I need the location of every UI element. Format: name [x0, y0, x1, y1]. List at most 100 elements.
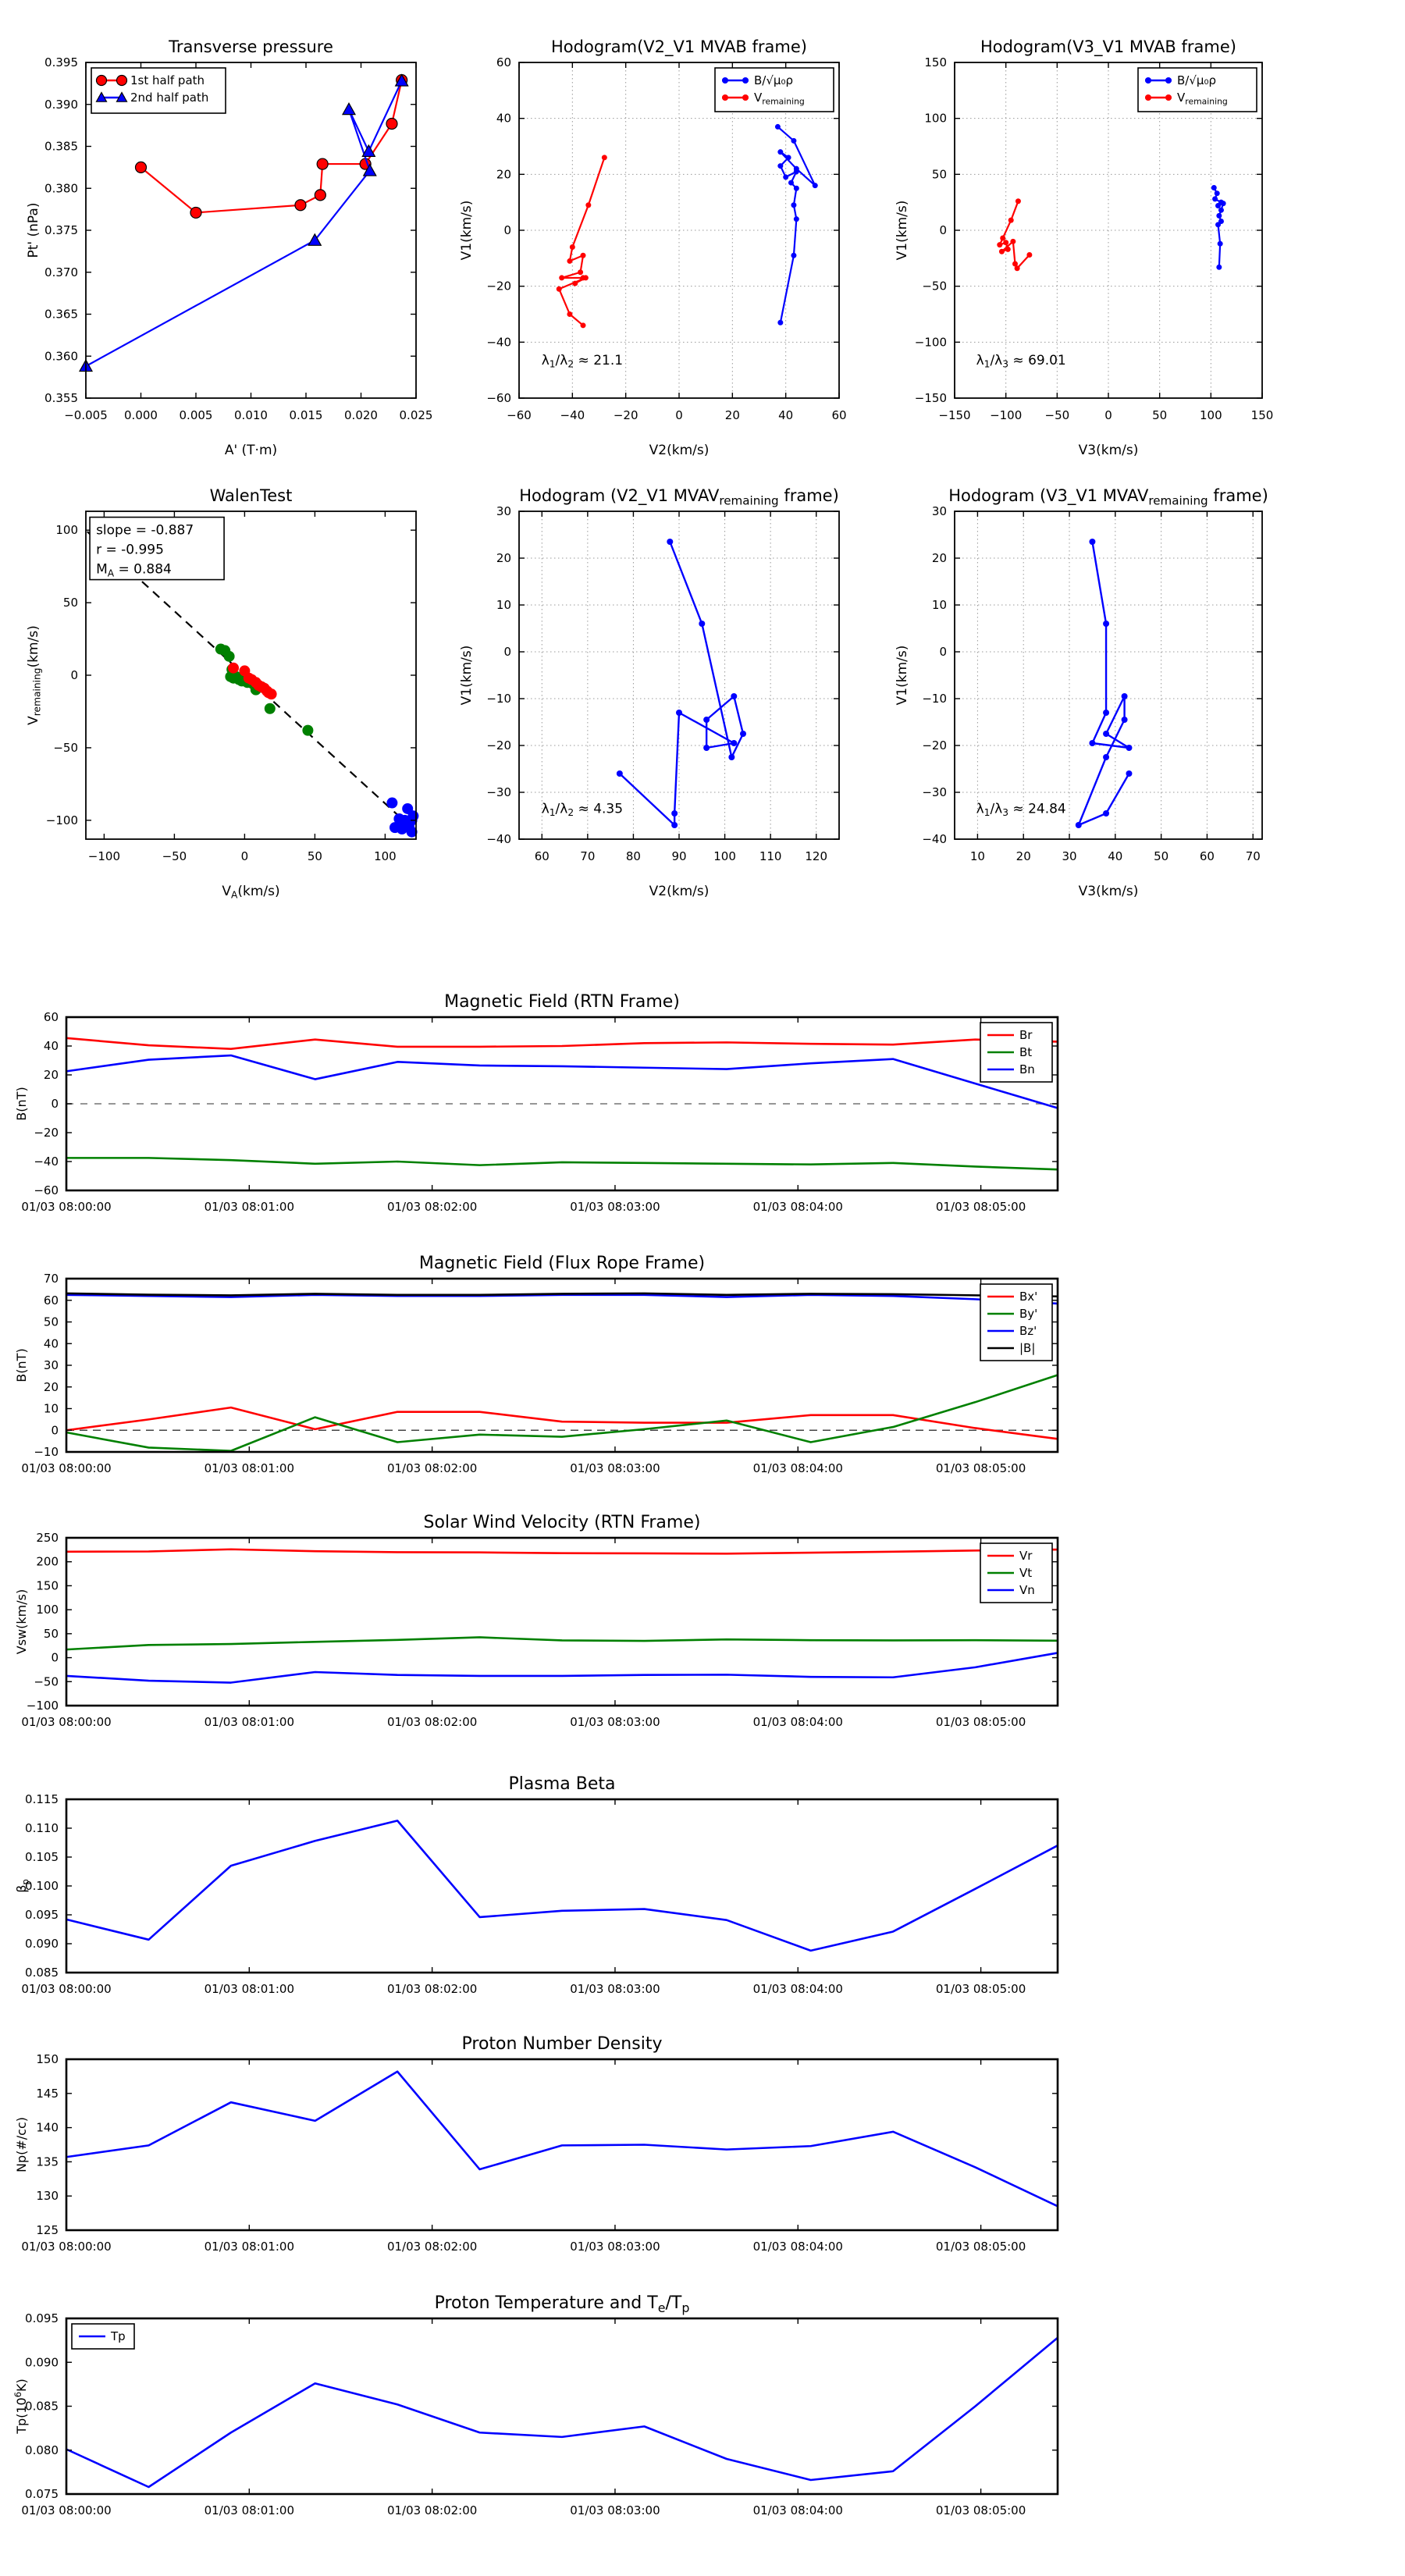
panel-magnetic-field-flux-rope: 01/03 08:00:00 01/03 08:01:00 01/03 08:02:…: [14, 1254, 1059, 1475]
panel-plasma-beta: 01/03 08:00:00 01/03 08:01:00 01/03 08:02:…: [14, 1774, 1059, 1996]
y-tick-label: 0: [503, 645, 511, 659]
x-tick-label: −100: [990, 408, 1022, 422]
x-axis-label: A' (T·m): [225, 443, 277, 458]
x-tick-label: 0.000: [124, 408, 158, 422]
legend: Tp: [71, 2323, 135, 2350]
axis-tick-labels: 01/03 08:00:00 01/03 08:01:00 01/03 08:02:…: [21, 2311, 1026, 2517]
y-tick-label: 0: [939, 223, 947, 237]
x-axis-label: V3(km/s): [1079, 884, 1139, 899]
axes-frame: [65, 1536, 1059, 1707]
legend-label: Bn: [1019, 1062, 1035, 1076]
legend-label: B/√μ₀ρ: [754, 73, 793, 87]
y-tick-label: −60: [34, 1183, 59, 1197]
x-tick-label: −60: [507, 408, 532, 422]
y-axis-label: B(nT): [14, 1348, 29, 1382]
legend-label: Vremaining: [754, 91, 805, 106]
y-tick-label: 50: [44, 1627, 59, 1641]
axes-frame: [65, 2058, 1059, 2232]
y-tick-label: 0.395: [44, 55, 78, 69]
y-tick-label: 100: [55, 523, 78, 537]
y-tick-label: 0: [503, 223, 511, 237]
x-tick-label: 01/03 08:04:00: [753, 1715, 843, 1729]
y-tick-label: 0: [939, 645, 947, 659]
panel-proton-number-density: 01/03 08:00:00 01/03 08:01:00 01/03 08:02:…: [14, 2034, 1059, 2254]
y-tick-label: −100: [915, 335, 947, 349]
y-tick-label: 0.385: [44, 140, 78, 154]
x-tick-label: 01/03 08:03:00: [570, 2240, 660, 2254]
axis-tick-labels: 01/03 08:00:00 01/03 08:01:00 01/03 08:02:…: [21, 1792, 1026, 1996]
x-tick-label: −20: [614, 408, 638, 422]
annotation: λ1/λ3 ≈ 24.84: [976, 801, 1066, 818]
axis-ticks: [85, 62, 417, 399]
x-tick-label: 01/03 08:05:00: [936, 2503, 1026, 2517]
x-tick-label: 01/03 08:02:00: [387, 1200, 477, 1214]
y-tick-label: 130: [36, 2189, 59, 2203]
x-tick-label: 01/03 08:05:00: [936, 1715, 1026, 1729]
chart-title: Magnetic Field (Flux Rope Frame): [419, 1254, 705, 1273]
y-tick-label: 0: [51, 1097, 59, 1111]
y-tick-label: −20: [486, 738, 511, 753]
legend: Bx' By' Bz' |B|: [980, 1283, 1053, 1361]
x-tick-label: 01/03 08:03:00: [570, 1461, 660, 1475]
x-tick-label: 50: [1152, 408, 1167, 422]
x-tick-label: 01/03 08:01:00: [205, 2503, 294, 2517]
x-tick-label: 01/03 08:03:00: [570, 2503, 660, 2517]
y-tick-label: 150: [36, 1578, 59, 1592]
axis-ticks: [66, 2318, 1058, 2495]
x-tick-label: 30: [1062, 849, 1076, 863]
chart-title: WalenTest: [210, 486, 293, 505]
y-tick-label: 0.390: [44, 98, 78, 112]
annotation-text: λ1/λ2 ≈ 4.35: [542, 801, 623, 818]
chart-title: Hodogram (V2_V1 MVAVremaining frame): [519, 486, 839, 508]
x-tick-label: 01/03 08:01:00: [205, 2240, 294, 2254]
y-tick-label: −100: [46, 813, 78, 827]
x-tick-label: 01/03 08:05:00: [936, 1200, 1026, 1214]
axis-ticks: [519, 511, 839, 840]
x-tick-label: 01/03 08:00:00: [21, 1982, 111, 1996]
y-tick-label: 50: [44, 1315, 59, 1329]
annotation-line: r = -0.995: [96, 543, 164, 558]
x-tick-label: 01/03 08:04:00: [753, 1982, 843, 1996]
series-walen-red: [228, 662, 277, 700]
y-axis-label: Vremaining(km/s): [26, 625, 43, 725]
annotation: slope = -0.887 r = -0.995 MA = 0.884: [89, 516, 225, 581]
y-tick-label: 10: [496, 598, 511, 612]
axis-ticks: [66, 2058, 1058, 2231]
annotation-text: λ1/λ3 ≈ 24.84: [976, 801, 1066, 818]
axis-tick-labels: −60 −40 −20 0 20 40 60 −60 −40 −20 0 20 40 60: [486, 55, 846, 422]
y-tick-label: −50: [922, 279, 947, 294]
series-V-remaining: [997, 198, 1033, 272]
series-Vr: [66, 1548, 1058, 1555]
series-Bn: [66, 1054, 1058, 1109]
x-tick-label: 0.015: [290, 408, 323, 422]
y-tick-label: −10: [34, 1445, 59, 1459]
legend-label: Vt: [1019, 1566, 1032, 1580]
x-tick-label: 01/03 08:02:00: [387, 2240, 477, 2254]
y-tick-label: 0.095: [25, 2311, 59, 2325]
axis-tick-labels: 10 20 30 40 50 60 70 −40 −30 −20 −10 0 10 20 30: [922, 504, 1260, 863]
x-tick-label: −50: [1045, 408, 1070, 422]
y-tick-label: 0.355: [44, 391, 78, 405]
x-tick-label: 01/03 08:00:00: [21, 2240, 111, 2254]
y-tick-label: 0.115: [25, 1792, 59, 1806]
x-tick-label: 01/03 08:02:00: [387, 1982, 477, 1996]
chart-title: Hodogram(V3_V1 MVAB frame): [980, 37, 1236, 57]
y-tick-label: 0.080: [25, 2443, 59, 2457]
y-tick-label: 0.365: [44, 308, 78, 322]
y-axis-label: V1(km/s): [459, 201, 475, 261]
panel-hodogram-v3v1-mvav: 10 20 30 40 50 60 70−40−30−20−100102030Hodogra…: [895, 486, 1268, 899]
series-Np: [66, 2070, 1058, 2208]
x-tick-label: 01/03 08:05:00: [936, 2240, 1026, 2254]
legend-label: Bx': [1019, 1290, 1037, 1304]
y-tick-label: 30: [496, 504, 511, 518]
y-tick-label: −10: [922, 692, 947, 706]
series-B-magnitude: [66, 1292, 1058, 1298]
y-tick-label: 0.375: [44, 223, 78, 237]
x-tick-label: 01/03 08:05:00: [936, 1461, 1026, 1475]
x-tick-label: 110: [759, 849, 782, 863]
x-tick-label: 0.005: [180, 408, 213, 422]
x-tick-label: 20: [725, 408, 740, 422]
y-tick-label: 0: [51, 1423, 59, 1437]
y-tick-label: 140: [36, 2121, 59, 2135]
